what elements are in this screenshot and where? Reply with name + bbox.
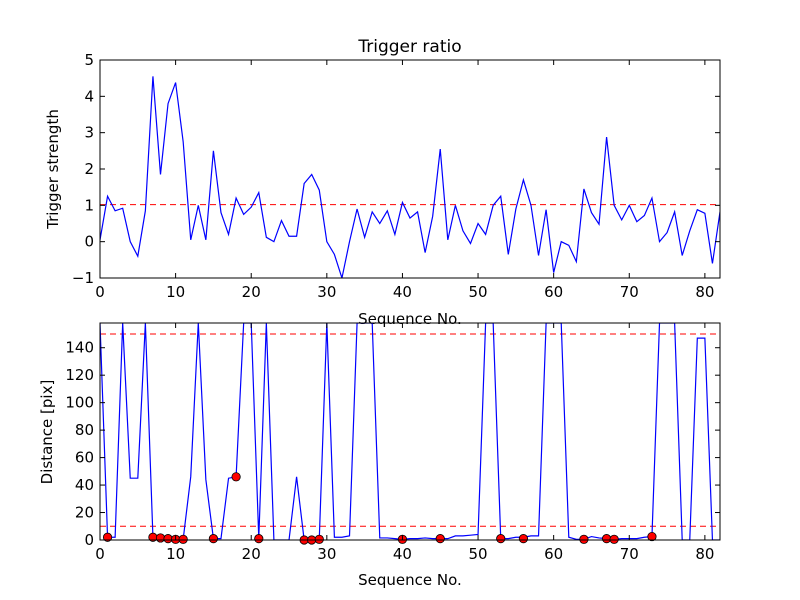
bottom-chart-scatter-point xyxy=(208,534,219,544)
bottom-chart-ytick-label: 0 xyxy=(84,531,94,549)
bottom-chart-ytick-label: 100 xyxy=(65,394,94,412)
top-chart-ytick-label: 3 xyxy=(84,124,94,142)
top-chart-title: Trigger ratio xyxy=(357,37,461,57)
top-chart-xtick-label: 30 xyxy=(317,283,336,301)
bottom-chart-xtick-label: 60 xyxy=(544,545,563,563)
top-chart-xtick-label: 10 xyxy=(166,283,185,301)
top-chart-xtick-label: 50 xyxy=(469,283,488,301)
bottom-chart-xlabel: Sequence No. xyxy=(358,571,462,589)
bottom-chart-ytick-label: 60 xyxy=(75,449,94,467)
top-chart-ylabel: Trigger strength xyxy=(44,109,62,230)
bottom-chart-scatter-point xyxy=(647,531,657,542)
top-chart-ytick-label: −1 xyxy=(72,269,94,287)
top-chart: Trigger ratio 0 10 20 30 40 50 60 70 80−1012345 … xyxy=(44,37,721,328)
bottom-chart-xtick-label: 40 xyxy=(393,545,412,563)
top-chart-ytick-label: 2 xyxy=(84,160,94,178)
bottom-chart-scatter-point xyxy=(601,534,612,544)
bottom-chart-scatter-point xyxy=(155,533,166,543)
bottom-chart-frame xyxy=(99,322,721,541)
top-chart-xtick-label: 80 xyxy=(695,283,714,301)
bottom-chart-scatter-point xyxy=(609,534,619,544)
top-chart-ytick-label: 1 xyxy=(84,196,94,214)
top-chart-xtick-label: 0 xyxy=(95,283,105,301)
bottom-chart-ytick-label: 40 xyxy=(75,476,94,494)
top-chart-xtick-label: 20 xyxy=(242,283,261,301)
top-chart-xtick-label: 70 xyxy=(620,283,639,301)
bottom-chart-scatter-point xyxy=(254,534,264,544)
bottom-chart-ytick-label: 80 xyxy=(75,421,94,439)
bottom-chart-scatter-point xyxy=(496,534,506,544)
bottom-chart-ytick-label: 20 xyxy=(75,504,94,522)
bottom-chart-scatter-point xyxy=(579,534,589,544)
bottom-chart-scatter-point xyxy=(231,472,241,482)
bottom-chart-xtick-label: 20 xyxy=(242,545,261,563)
bottom-chart-scatter-point xyxy=(163,534,173,544)
bottom-chart-ytick-label: 140 xyxy=(65,339,94,357)
bottom-chart-scatter-point xyxy=(435,534,445,544)
bottom-chart-xtick-label: 10 xyxy=(166,545,185,563)
top-chart-plot-area xyxy=(100,76,720,278)
top-chart-ytick-label: 4 xyxy=(84,87,94,105)
bottom-chart-xtick-label: 70 xyxy=(620,545,639,563)
bottom-chart-xtick-label: 30 xyxy=(317,545,336,563)
bottom-chart-scatter-point xyxy=(102,532,113,542)
bottom-chart-scatter-point xyxy=(178,534,188,544)
top-chart-xtick-label: 60 xyxy=(544,283,563,301)
bottom-chart-ticks: 0 10 20 30 40 50 60 70 80 0 20 40 60 80 100 120 140 xyxy=(65,323,720,563)
bottom-chart-ylabel: Distance [pix] xyxy=(38,380,56,485)
top-chart-ytick-label: 5 xyxy=(84,51,94,69)
top-chart-marks xyxy=(100,76,720,278)
top-chart-ytick-label: 0 xyxy=(84,233,94,251)
bottom-chart-scatter-point xyxy=(518,534,529,544)
top-chart-series-line xyxy=(100,76,720,278)
top-chart-xtick-label: 40 xyxy=(393,283,412,301)
bottom-chart-ytick-label: 120 xyxy=(65,366,94,384)
bottom-chart-xtick-label: 80 xyxy=(695,545,714,563)
bottom-chart: 0 10 20 30 40 50 60 70 80 0 20 40 60 80 100 120 140 Sequ… xyxy=(38,322,721,589)
bottom-chart-scatter-point xyxy=(314,534,324,544)
bottom-chart-xtick-label: 0 xyxy=(95,545,105,563)
bottom-chart-xtick-label: 50 xyxy=(469,545,488,563)
top-chart-xlabel: Sequence No. xyxy=(358,310,462,328)
